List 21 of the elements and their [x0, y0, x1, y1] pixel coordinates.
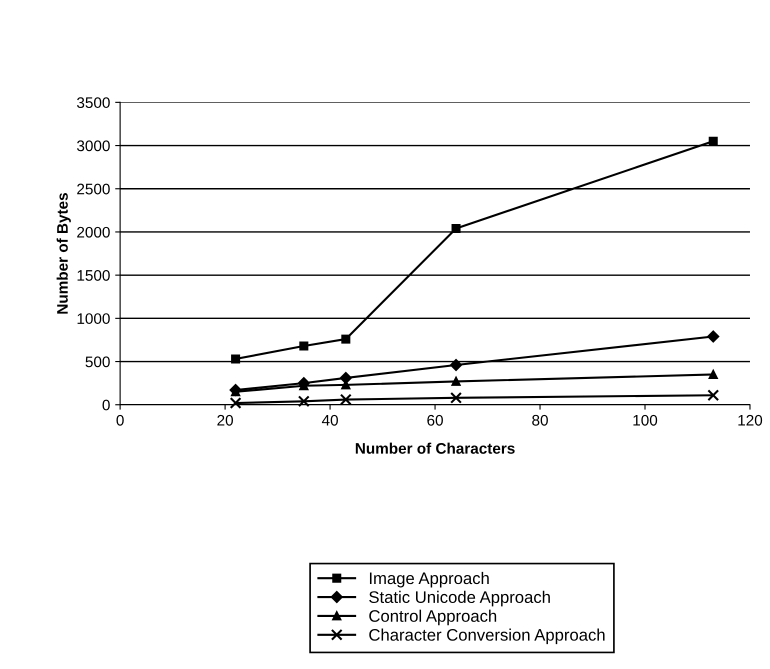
y-axis-title: Number of Bytes [56, 193, 71, 314]
y-tick-label: 500 [86, 356, 110, 368]
legend-label: Image Approach [370, 572, 489, 588]
y-tick-label: 2500 [77, 184, 110, 194]
x-tick-label: 60 [427, 414, 443, 426]
legend-label: Character Conversion Approach [369, 628, 605, 644]
legend-label: Control Approach [369, 610, 496, 626]
x-tick-label: 100 [633, 414, 658, 426]
x-tick-label: 40 [322, 414, 338, 426]
x-tick-label: 80 [532, 414, 548, 426]
x-tick-label: 20 [217, 414, 233, 426]
y-tick-label: 1500 [78, 270, 110, 281]
y-tick-label: 3000 [76, 140, 110, 152]
x-tick-label: 0 [116, 414, 124, 426]
x-tick-label: 120 [738, 414, 762, 426]
y-tick-label: 3500 [76, 97, 110, 108]
legend-label: Static Unicode Approach [369, 590, 550, 606]
y-tick-label: 2000 [77, 226, 110, 238]
x-axis-title: Number of Characters [356, 442, 515, 454]
y-tick-label: 0 [102, 400, 110, 410]
y-tick-label: 1000 [78, 313, 110, 324]
